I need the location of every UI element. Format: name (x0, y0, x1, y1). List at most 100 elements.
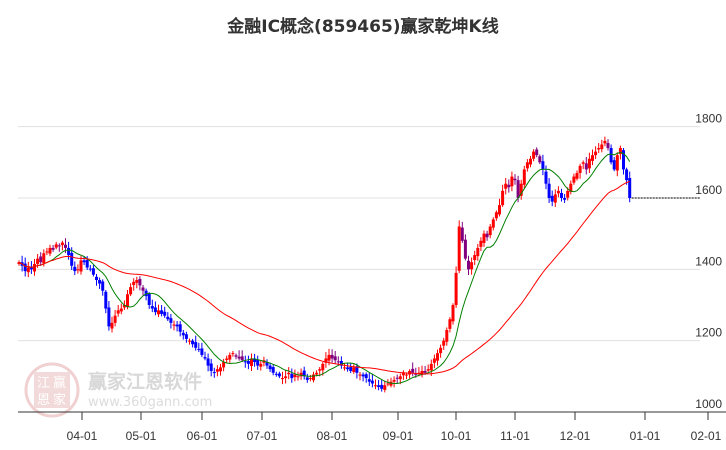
candle-body (429, 363, 433, 371)
candle (578, 163, 582, 179)
candle (101, 279, 105, 296)
candle-body (231, 353, 235, 355)
candle-body (625, 169, 629, 181)
candle (88, 265, 92, 272)
candle-body (405, 374, 408, 376)
candle-body (488, 226, 492, 236)
candle-body (104, 291, 108, 309)
candle (439, 344, 443, 358)
candle-body (336, 361, 340, 363)
candle (442, 337, 446, 350)
candle (411, 362, 415, 377)
candle-body (349, 367, 353, 371)
candle (374, 379, 377, 390)
candle-body (95, 276, 98, 281)
candle-body (240, 356, 244, 361)
candle (160, 304, 164, 317)
candle (529, 155, 532, 168)
candle (519, 179, 523, 200)
candle-body (414, 373, 418, 375)
candle (612, 156, 616, 172)
candle-body (212, 372, 216, 374)
candle (209, 358, 213, 377)
candle (591, 149, 594, 166)
candle-body (327, 354, 331, 361)
candle (234, 353, 238, 360)
candle (138, 276, 142, 291)
x-tick-label: 11-01 (500, 429, 530, 443)
candle-body (305, 377, 309, 380)
candle (203, 351, 207, 361)
candle (355, 363, 359, 379)
y-tick-label: 1400 (695, 254, 722, 268)
candle-body (572, 176, 576, 183)
candle-body (175, 324, 179, 327)
candle (237, 350, 241, 361)
candle (383, 380, 387, 393)
candle (91, 265, 95, 277)
candle (547, 178, 551, 203)
candle-body (243, 361, 247, 363)
candle-body (470, 262, 474, 270)
candle-body (510, 176, 514, 187)
candle (488, 224, 492, 239)
candle-body (485, 233, 489, 238)
candle-body (479, 240, 483, 247)
candle-body (45, 251, 49, 253)
candle (228, 352, 232, 363)
candle-body (343, 367, 346, 369)
candle-body (482, 233, 486, 243)
candle-body (389, 381, 393, 386)
candle (206, 353, 210, 372)
candle (147, 292, 151, 309)
candle (150, 299, 154, 313)
candle-body (417, 372, 421, 374)
candle (479, 237, 483, 252)
candle-body (153, 307, 157, 313)
candle (240, 350, 244, 363)
candle (57, 243, 61, 252)
candle-body (432, 358, 436, 363)
candle-body (203, 357, 207, 359)
candle (284, 370, 288, 384)
candle (556, 186, 560, 198)
candle (76, 264, 80, 274)
candle-body (550, 195, 554, 202)
candle (222, 358, 226, 372)
candle-body (541, 161, 545, 170)
x-tick-label: 06-01 (187, 429, 218, 443)
candle-body (581, 162, 585, 164)
candle (212, 367, 216, 378)
x-tick-label: 02-01 (691, 429, 722, 443)
candle-body (569, 183, 573, 192)
candle-body (296, 376, 300, 378)
y-tick-label: 1800 (695, 112, 722, 126)
candle-body (411, 368, 415, 373)
candle-body (575, 173, 579, 179)
candle (532, 149, 536, 162)
candle (628, 171, 632, 203)
candle-body (290, 373, 294, 379)
candle (191, 338, 195, 348)
candle (135, 276, 139, 289)
candle-body (181, 332, 185, 336)
candle (538, 154, 542, 165)
candle (367, 372, 371, 386)
candle-body (23, 263, 27, 272)
candle-body (370, 380, 374, 384)
candle (23, 257, 27, 277)
candle-body (584, 163, 588, 170)
candle (408, 369, 412, 379)
candle (581, 160, 585, 170)
candle (271, 364, 275, 376)
candle (395, 374, 399, 384)
candle (485, 230, 489, 241)
candle-body (60, 242, 64, 246)
candle (113, 309, 117, 327)
candle (473, 250, 477, 266)
candle (95, 273, 98, 286)
candle (219, 363, 222, 376)
candle-body (135, 280, 139, 283)
candle (194, 335, 198, 351)
candle (305, 373, 309, 383)
